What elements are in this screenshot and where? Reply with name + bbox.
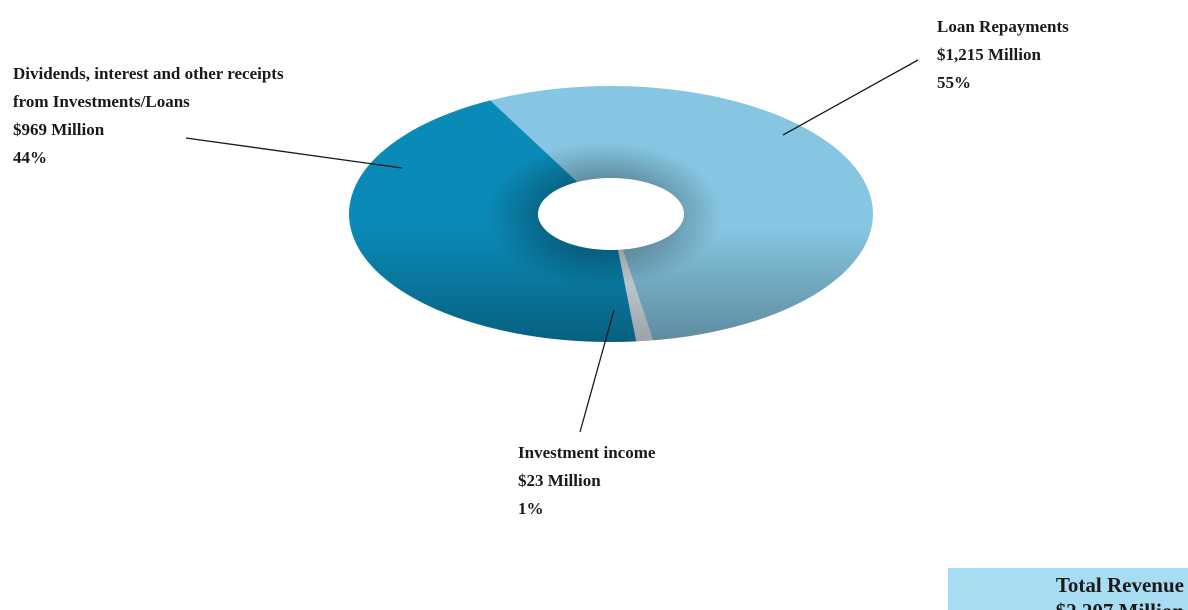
label-dividends-name-line1: Dividends, interest and other receipts — [13, 64, 284, 83]
leader-lines — [185, 59, 919, 433]
label-dividends-name-line2: from Investments/Loans — [13, 92, 190, 111]
label-investment-percent: 1% — [518, 499, 544, 518]
label-loan-name: Loan Repayments — [937, 17, 1069, 36]
label-investment-name: Investment income — [518, 443, 656, 462]
label-loan-percent: 55% — [937, 73, 971, 92]
label-loan-amount: $1,215 Million — [937, 45, 1041, 64]
total-revenue-amount: $2,207 Million — [948, 598, 1184, 610]
total-revenue-box: Total Revenue $2,207 Million — [948, 568, 1188, 610]
label-dividends-percent: 44% — [13, 148, 47, 167]
leader-line-dividends — [185, 137, 403, 169]
label-loan-repayments: Loan Repayments $1,215 Million 55% — [937, 13, 1069, 97]
label-dividends: Dividends, interest and other receipts f… — [13, 60, 284, 172]
leader-line-investment — [579, 309, 615, 433]
label-investment-income: Investment income $23 Million 1% — [518, 439, 655, 523]
leader-line-loan — [782, 59, 919, 136]
label-investment-amount: $23 Million — [518, 471, 601, 490]
label-dividends-amount: $969 Million — [13, 120, 105, 139]
donut-hole — [538, 178, 684, 250]
total-revenue-title: Total Revenue — [1055, 573, 1184, 597]
